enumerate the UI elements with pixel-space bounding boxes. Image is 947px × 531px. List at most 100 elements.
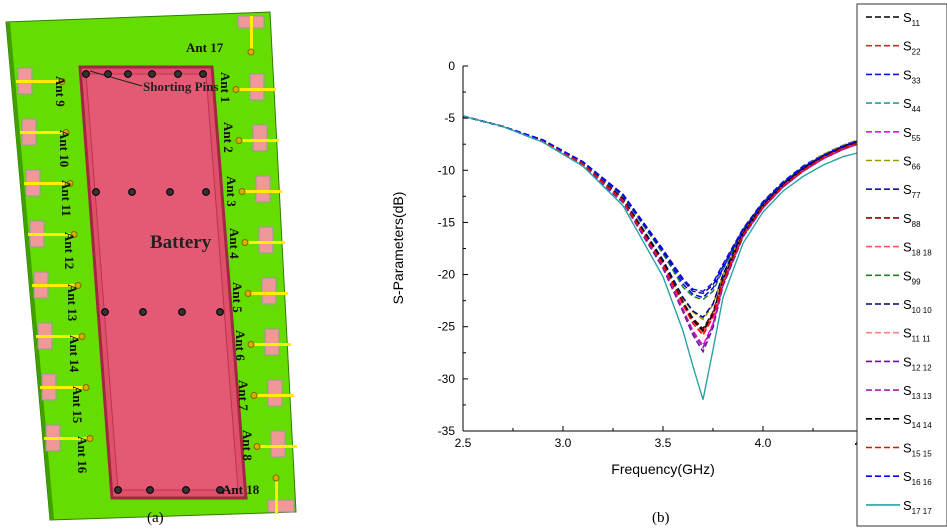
ant-label-7: Ant 7 <box>236 380 251 411</box>
battery-top-face <box>85 73 239 491</box>
right-antenna-port <box>241 239 249 246</box>
shorting-pin <box>174 70 182 78</box>
legend-label: S77 <box>903 182 921 200</box>
legend-label: S11 11 <box>903 326 931 344</box>
ant-label-14: Ant 14 <box>67 335 82 373</box>
ant-label-1: Ant 1 <box>218 72 233 103</box>
left-antenna-port <box>74 282 82 289</box>
legend-label: S12 12 <box>903 354 932 372</box>
right-antenna-pad <box>267 379 283 407</box>
shorting-pin <box>82 70 90 78</box>
shorting-pin <box>124 70 132 78</box>
right-antenna-feed <box>248 292 288 295</box>
right-antenna-feed <box>242 190 282 193</box>
shorting-pin <box>178 308 186 316</box>
right-antenna-feed <box>236 88 276 91</box>
legend-label: S14 14 <box>903 412 932 430</box>
legend-label: S16 16 <box>903 469 932 487</box>
left-antenna-port <box>82 384 90 391</box>
shorting-pin <box>114 486 122 494</box>
legend-box <box>856 3 947 527</box>
y-tick-label: -15 <box>438 215 456 229</box>
y-tick-label: -35 <box>438 424 456 438</box>
top-antenna-port <box>247 48 255 56</box>
shorting-pins <box>82 70 224 494</box>
left-antenna-port <box>70 231 78 238</box>
legend-label: S10 10 <box>903 297 932 315</box>
legend-label: S33 <box>903 67 921 85</box>
right-antenna-port <box>250 392 258 399</box>
caption-a: (a) <box>147 510 164 526</box>
right-antenna-pad <box>249 73 265 101</box>
ant-label-3: Ant 3 <box>224 176 239 207</box>
legend-label: S17 17 <box>903 498 932 516</box>
shorting-pin <box>92 188 100 196</box>
shorting-pin <box>202 188 210 196</box>
y-axis-title: S-Parameters(dB) <box>390 192 406 305</box>
y-tick-label: -5 <box>444 111 455 125</box>
series-line-s15-15 <box>462 115 864 337</box>
left-antenna-port <box>58 78 66 85</box>
ant-label-12: Ant 12 <box>62 232 77 269</box>
ant-label-18: Ant 18 <box>222 482 260 497</box>
right-antenna-feed <box>245 241 285 244</box>
shorting-pins-label: Shorting Pins <box>143 79 219 94</box>
ant-label-9: Ant 9 <box>53 76 68 107</box>
s-parameter-chart: 2.53.03.54.04.5 0-5-10-15-20-25-30-35 Fr… <box>390 3 947 527</box>
legend-label: S22 <box>903 39 921 57</box>
y-tick-label: -30 <box>438 372 456 386</box>
shorting-pin <box>216 308 224 316</box>
series-line-s17-17 <box>462 115 864 400</box>
right-antenna-port <box>253 443 261 450</box>
ant-label-16: Ant 16 <box>75 436 90 474</box>
legend-label: S66 <box>903 154 921 172</box>
antenna-layout-diagram: Battery Shorting Pins Ant 9 Ant 10 Ant 1… <box>5 11 297 521</box>
right-antenna-port <box>238 188 246 195</box>
left-antenna-feed <box>24 182 70 185</box>
series-layer <box>462 115 864 400</box>
left-antenna-feed <box>16 80 62 83</box>
right-antenna-port <box>244 290 252 297</box>
legend-label: S88 <box>903 211 921 229</box>
antenna-labels: Ant 9 Ant 10 Ant 11 Ant 12 Ant 13 Ant 14… <box>53 40 260 497</box>
left-antenna-port <box>78 333 86 340</box>
battery-label: Battery <box>150 232 212 253</box>
ant-label-5: Ant 5 <box>230 282 245 313</box>
shorting-pins-pointer <box>89 70 143 87</box>
legend-label: S55 <box>903 125 921 143</box>
x-tick-label: 4.0 <box>755 436 772 450</box>
left-antenna-port <box>66 180 74 187</box>
shorting-pin <box>166 188 174 196</box>
ant-label-4: Ant 4 <box>227 228 242 259</box>
ant-label-8: Ant 8 <box>240 430 255 461</box>
legend-label: S18 18 <box>903 240 932 258</box>
series-line-s13-13 <box>462 115 864 350</box>
shorting-pin <box>104 70 112 78</box>
right-antenna-port <box>235 137 243 144</box>
right-antenna-pad <box>252 124 268 152</box>
right-antenna-pad <box>258 226 274 254</box>
right-antenna-port <box>247 341 255 348</box>
series-line-s16-16 <box>462 115 864 299</box>
x-tick-label: 3.0 <box>555 436 572 450</box>
legend-label: S99 <box>903 268 921 286</box>
left-antenna-feed <box>36 335 82 338</box>
left-antenna-feed <box>32 284 78 287</box>
left-antenna-feed <box>40 386 86 389</box>
right-antenna-feed <box>251 343 291 346</box>
legend-label: S11 <box>903 10 921 28</box>
top-antenna-feed <box>250 16 253 52</box>
shorting-pin <box>128 188 136 196</box>
left-antenna-feed <box>44 437 90 440</box>
shorting-pin <box>139 308 147 316</box>
ant-label-13: Ant 13 <box>65 284 80 322</box>
left-antenna-port <box>86 435 94 442</box>
x-axis-title: Frequency(GHz) <box>611 461 714 477</box>
bottom-antenna-port <box>272 474 280 482</box>
right-antenna-feed <box>254 394 294 397</box>
right-antenna-feed <box>239 139 279 142</box>
x-tick-label: 2.5 <box>455 436 472 450</box>
ant-label-11: Ant 11 <box>59 180 74 216</box>
bottom-antenna-pad <box>267 499 295 513</box>
